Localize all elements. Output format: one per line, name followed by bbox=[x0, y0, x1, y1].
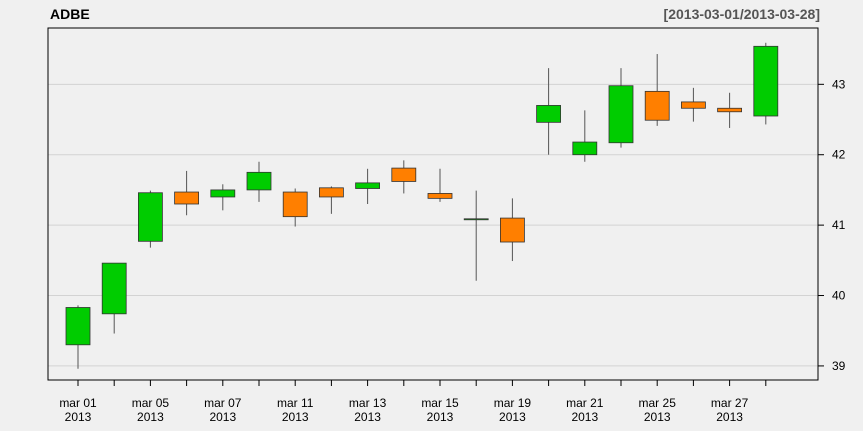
x-tick-label-9: mar 27 bbox=[711, 396, 749, 410]
candle-body bbox=[246, 171, 272, 191]
y-tick-label-41: 41 bbox=[832, 218, 846, 232]
candle-body bbox=[427, 193, 453, 199]
candle-2013-03-26 bbox=[681, 87, 706, 122]
x-tick-label-5: mar 15 bbox=[421, 396, 459, 410]
x-tick-year-6: 2013 bbox=[499, 410, 526, 424]
y-tick-label-42: 42 bbox=[832, 148, 846, 162]
candle-body bbox=[499, 217, 525, 243]
x-tick-year-1: 2013 bbox=[137, 410, 164, 424]
candle-2013-03-08 bbox=[246, 161, 272, 202]
candle-body bbox=[101, 262, 127, 315]
x-tick-year-5: 2013 bbox=[427, 410, 454, 424]
candle-body bbox=[681, 101, 706, 109]
x-tick-year-4: 2013 bbox=[354, 410, 381, 424]
y-tick-label-39: 39 bbox=[832, 359, 846, 373]
candle-2013-03-06 bbox=[174, 170, 200, 216]
candle-body bbox=[717, 107, 742, 113]
x-tick-year-3: 2013 bbox=[282, 410, 309, 424]
x-tick-label-1: mar 05 bbox=[132, 396, 170, 410]
y-tick-label-43: 43 bbox=[832, 77, 846, 91]
x-tick-label-2: mar 07 bbox=[204, 396, 242, 410]
candle-body bbox=[572, 141, 598, 156]
candle-2013-03-22 bbox=[608, 68, 634, 148]
plot-border bbox=[47, 27, 819, 381]
x-tick-year-9: 2013 bbox=[716, 410, 743, 424]
candle-2013-03-18 bbox=[463, 190, 489, 281]
x-tick-label-7: mar 21 bbox=[566, 396, 604, 410]
candle-body bbox=[137, 192, 163, 242]
candle-body bbox=[463, 218, 489, 221]
candle-body bbox=[318, 187, 344, 198]
x-tick-label-4: mar 13 bbox=[349, 396, 387, 410]
chart-title: ADBE bbox=[50, 6, 90, 22]
candle-2013-03-20 bbox=[536, 68, 561, 155]
candle-body bbox=[174, 191, 200, 205]
chart-date-range: [2013-03-01/2013-03-28] bbox=[663, 6, 820, 22]
candle-body bbox=[536, 105, 561, 123]
candle-2013-03-04 bbox=[101, 262, 127, 334]
x-tick-year-7: 2013 bbox=[571, 410, 598, 424]
x-tick-year-0: 2013 bbox=[65, 410, 92, 424]
x-tick-year-8: 2013 bbox=[644, 410, 671, 424]
candle-2013-03-13 bbox=[355, 168, 381, 204]
candle-body bbox=[644, 90, 670, 121]
candle-2013-03-07 bbox=[210, 184, 236, 211]
candle-body bbox=[391, 167, 417, 182]
x-tick-label-6: mar 19 bbox=[494, 396, 532, 410]
x-tick-label-3: mar 11 bbox=[277, 396, 314, 410]
candle-body bbox=[282, 191, 308, 218]
candle-2013-03-15 bbox=[427, 168, 453, 202]
x-tick-year-2: 2013 bbox=[209, 410, 236, 424]
candle-2013-03-19 bbox=[499, 198, 525, 262]
candle-2013-03-21 bbox=[572, 110, 598, 162]
y-tick-label-40: 40 bbox=[832, 289, 846, 303]
candle-2013-03-11 bbox=[282, 188, 308, 227]
candle-body bbox=[753, 45, 779, 117]
x-tick-label-8: mar 25 bbox=[639, 396, 677, 410]
candle-2013-03-01 bbox=[65, 305, 91, 369]
candle-2013-03-28 bbox=[753, 42, 779, 125]
candle-body bbox=[65, 307, 91, 346]
candles bbox=[65, 42, 779, 369]
candle-2013-03-05 bbox=[137, 190, 163, 248]
candle-body bbox=[355, 182, 381, 189]
grid-lines bbox=[48, 83, 818, 367]
candle-2013-03-12 bbox=[318, 186, 344, 214]
candle-2013-03-14 bbox=[391, 160, 417, 194]
y-axis: 39 40 41 42 43 bbox=[818, 77, 846, 373]
candle-2013-03-25 bbox=[644, 54, 670, 126]
candle-2013-03-27 bbox=[717, 92, 742, 128]
candle-body bbox=[210, 189, 236, 198]
candle-body bbox=[608, 85, 634, 144]
x-tick-label-0: mar 01 bbox=[59, 396, 97, 410]
